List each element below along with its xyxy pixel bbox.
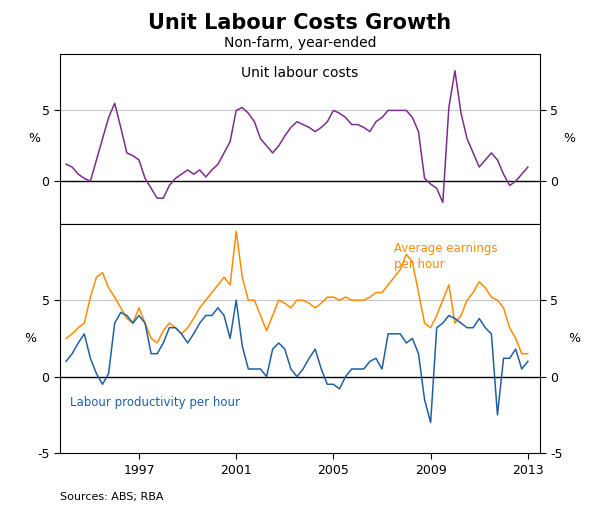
Text: Sources: ABS; RBA: Sources: ABS; RBA <box>60 492 163 502</box>
Y-axis label: %: % <box>563 132 575 145</box>
Text: Unit labour costs: Unit labour costs <box>241 66 359 80</box>
Text: Non-farm, year-ended: Non-farm, year-ended <box>224 36 376 50</box>
Text: Unit Labour Costs Growth: Unit Labour Costs Growth <box>148 13 452 33</box>
Y-axis label: %: % <box>568 332 580 345</box>
Y-axis label: %: % <box>29 132 41 145</box>
Text: Average earnings
per hour: Average earnings per hour <box>394 242 497 271</box>
Text: Labour productivity per hour: Labour productivity per hour <box>70 396 239 409</box>
Y-axis label: %: % <box>24 332 36 345</box>
